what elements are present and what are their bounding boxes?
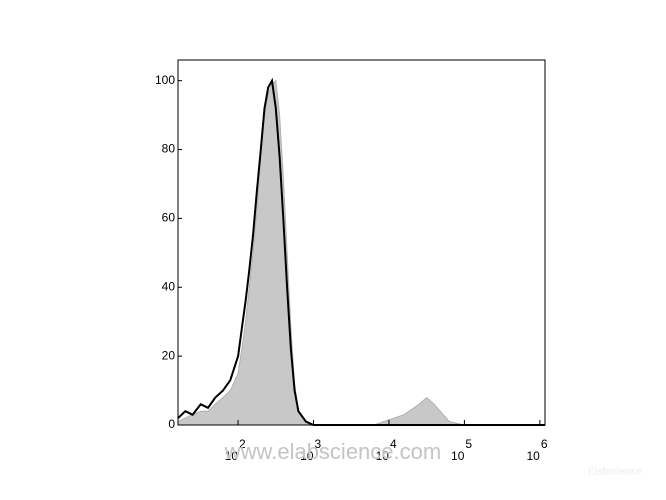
x-tick-label: 10 — [451, 449, 465, 463]
y-tick-label: 20 — [162, 348, 176, 362]
x-tick-exponent: 3 — [315, 437, 322, 451]
x-tick-label: 10 — [526, 449, 540, 463]
x-tick-label: 10 — [376, 449, 390, 463]
x-tick-exponent: 2 — [239, 437, 246, 451]
plot-frame — [177, 59, 546, 426]
y-tick-label: 0 — [168, 417, 175, 431]
x-tick-label: 10 — [225, 449, 239, 463]
y-tick-label: 100 — [155, 73, 175, 87]
x-tick-exponent: 5 — [465, 437, 472, 451]
corner-mark: Elabscience — [588, 467, 642, 478]
histogram-line — [177, 77, 545, 426]
histogram-area — [177, 79, 545, 426]
y-tick-label: 60 — [162, 211, 176, 225]
x-tick-exponent: 4 — [390, 437, 397, 451]
y-tick-label: 40 — [162, 279, 176, 293]
watermark: www.elabscience.com — [224, 439, 441, 464]
x-tick-label: 10 — [300, 449, 314, 463]
x-tick-exponent: 6 — [541, 437, 548, 451]
y-tick-label: 80 — [162, 142, 176, 156]
